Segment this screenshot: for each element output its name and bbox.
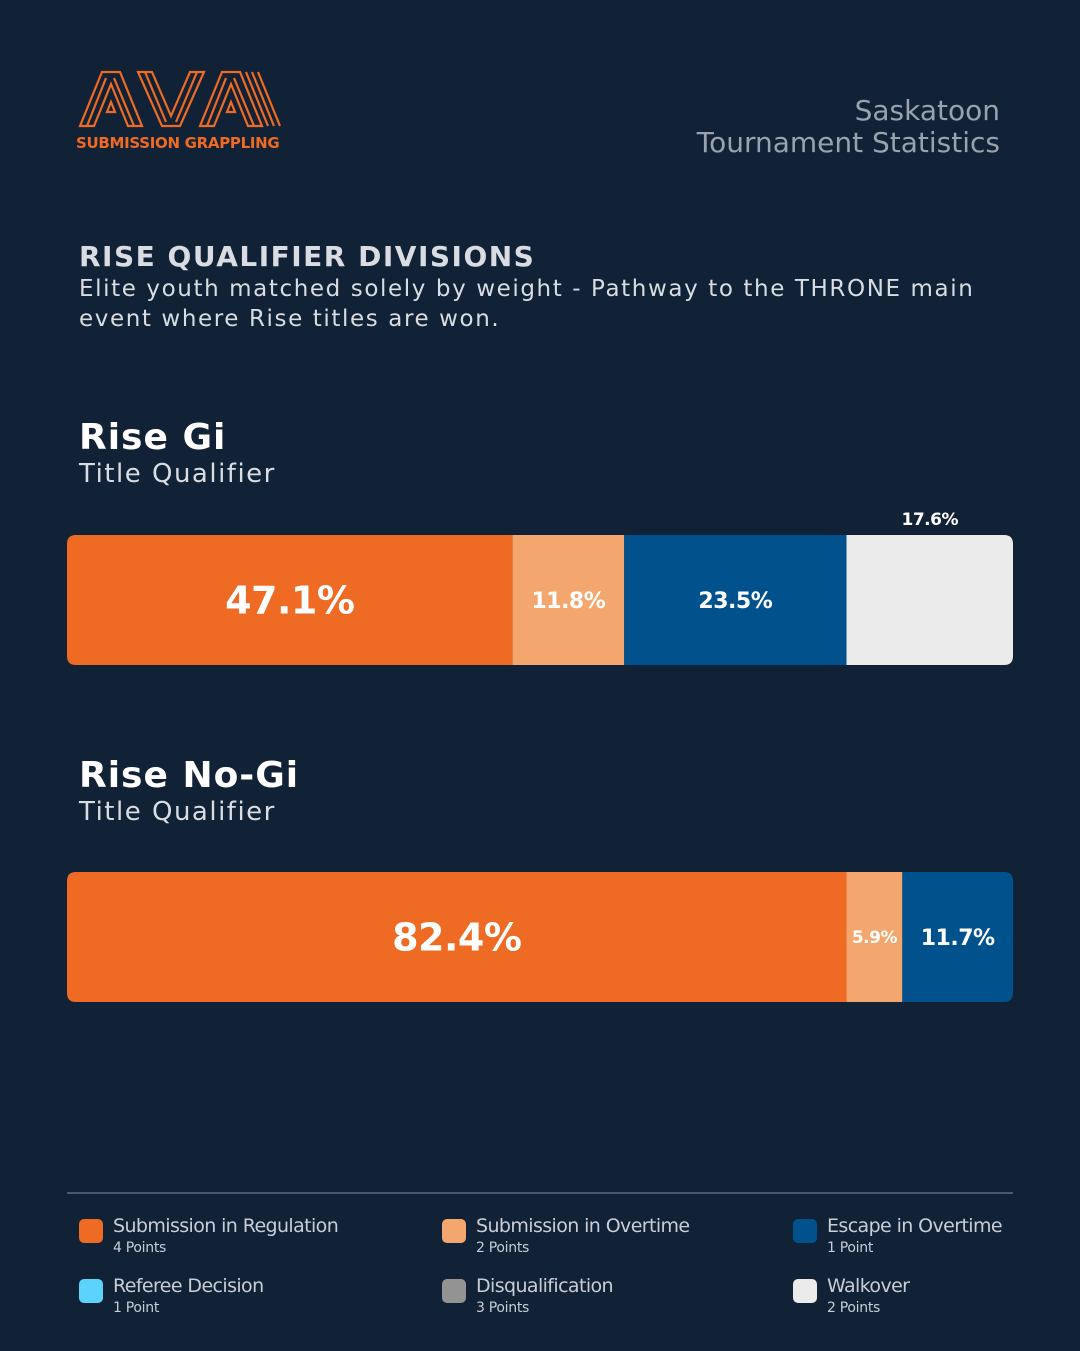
bar-segment-walkover	[846, 535, 1013, 665]
chart-1-bars: 47.1% 11.8% 23.5% 17.6%	[67, 510, 1013, 665]
bar-value-label: 11.8%	[531, 589, 605, 614]
bar-segment-submission-in-overtime	[512, 535, 625, 665]
ava-logo: SUBMISSION GRAPPLING	[76, 68, 296, 158]
legend-swatch	[79, 1219, 103, 1243]
legend-points: 2 Points	[827, 1300, 881, 1316]
legend-label: Referee Decision	[113, 1275, 264, 1297]
legend-swatch	[442, 1279, 466, 1303]
legend-swatch	[79, 1279, 103, 1303]
bar-segment-submission-in-overtime	[846, 872, 903, 1002]
legend-points: 3 Points	[476, 1300, 530, 1316]
legend-item: Escape in Overtime 1 Point	[793, 1215, 1080, 1259]
legend-label: Disqualification	[476, 1275, 614, 1297]
legend-swatch	[793, 1219, 817, 1243]
legend-label: Submission in Regulation	[113, 1215, 339, 1237]
bar-value-label: 17.6%	[902, 510, 959, 530]
chart-2-title: Rise No-Gi	[79, 755, 300, 796]
chart-2-subtitle: Title Qualifier	[79, 797, 276, 827]
logo-subtitle: SUBMISSION GRAPPLING	[76, 134, 280, 152]
stacked-bar-charts: 47.1% 11.8% 23.5% 17.6% 82.4% 5.9% 11.7%	[67, 510, 1013, 1002]
legend-points: 4 Points	[113, 1240, 167, 1256]
city-name: Saskatoon	[854, 94, 1000, 127]
bar-segment-submission-in-regulation	[67, 872, 847, 1002]
legend-item: Disqualification 3 Points	[442, 1275, 742, 1319]
bar-segment-submission-in-regulation	[67, 535, 513, 665]
legend-points: 2 Points	[476, 1240, 530, 1256]
section-title: RISE QUALIFIER DIVISIONS	[79, 240, 536, 273]
chart-2-bars: 82.4% 5.9% 11.7%	[67, 872, 1013, 1002]
legend-item: Referee Decision 1 Point	[79, 1275, 379, 1319]
bar-value-label: 11.7%	[921, 926, 995, 951]
legend-swatch	[793, 1279, 817, 1303]
bar-value-label: 47.1%	[225, 579, 354, 623]
legend-divider	[67, 1192, 1013, 1194]
report-name: Tournament Statistics	[696, 126, 1000, 159]
legend-points: 1 Point	[827, 1240, 874, 1256]
bar-value-label: 23.5%	[698, 589, 772, 614]
section-header: RISE QUALIFIER DIVISIONS Elite youth mat…	[79, 240, 1019, 334]
chart-1-subtitle: Title Qualifier	[79, 459, 276, 489]
legend-item: Submission in Regulation 4 Points	[79, 1215, 379, 1259]
legend-item: Submission in Overtime 2 Points	[442, 1215, 742, 1259]
bar-segment-escape-in-overtime	[902, 872, 1013, 1002]
chart-1-title: Rise Gi	[79, 417, 227, 458]
legend-swatch	[442, 1219, 466, 1243]
bar-value-label: 82.4%	[392, 916, 521, 960]
legend-label: Walkover	[827, 1275, 910, 1297]
legend-label: Escape in Overtime	[827, 1215, 1003, 1237]
legend-item: Walkover 2 Points	[793, 1275, 1080, 1319]
bar-value-label: 5.9%	[852, 928, 898, 948]
legend-points: 1 Point	[113, 1300, 160, 1316]
section-description: Elite youth matched solely by weight - P…	[79, 276, 975, 332]
ava-logo-mark	[78, 70, 282, 128]
legend-label: Submission in Overtime	[476, 1215, 690, 1237]
bar-segment-escape-in-overtime	[624, 535, 847, 665]
page-title: Saskatoon Tournament Statistics	[697, 95, 1000, 159]
